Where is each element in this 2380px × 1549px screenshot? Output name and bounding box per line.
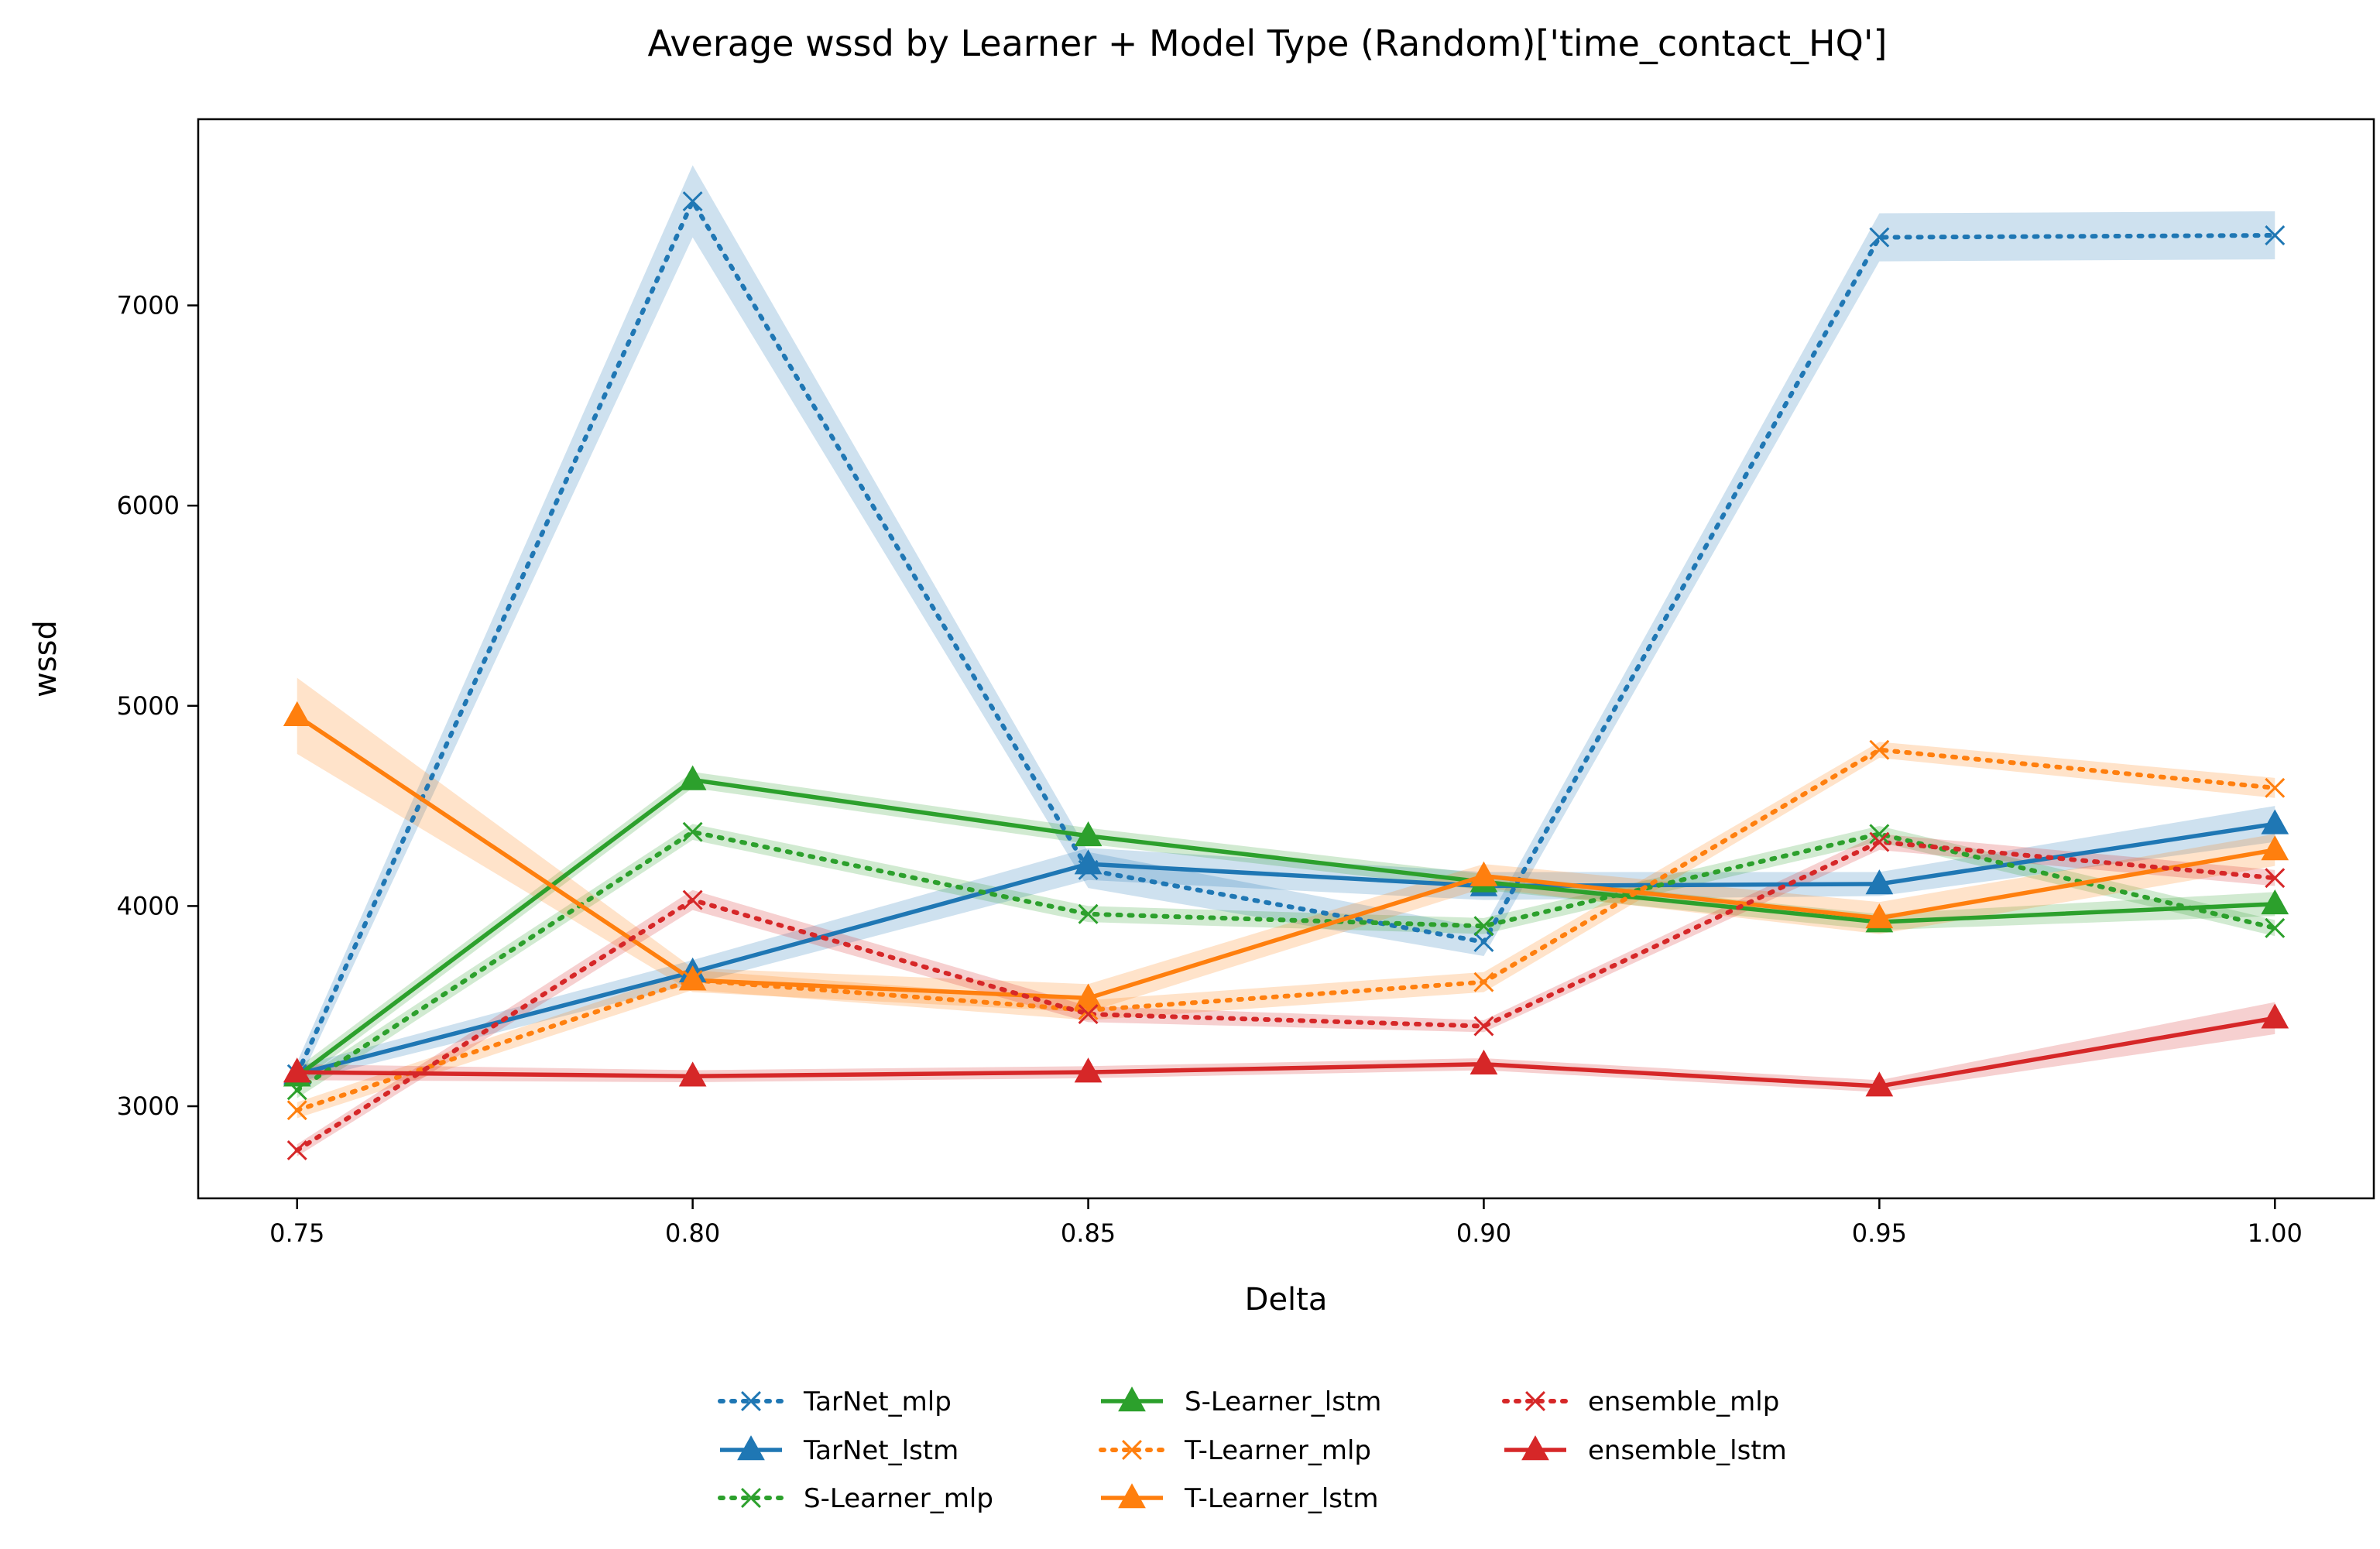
point-tarnet-mlp-5 — [2265, 225, 2286, 245]
point-tarnet-lstm-5 — [2261, 809, 2289, 834]
x-tick-label: 0.95 — [1852, 1218, 1907, 1248]
point-t-learner-lstm-2 — [1074, 983, 1103, 1009]
band-t-learner-lstm — [297, 677, 2275, 1013]
x-tick-label: 0.85 — [1061, 1218, 1116, 1248]
point-ensemble-mlp-2 — [1078, 1004, 1099, 1025]
point-tarnet-mlp-3 — [1473, 931, 1494, 952]
x-axis-ticks: 0.75 0.80 0.85 0.90 0.95 1.00 — [269, 1198, 2303, 1248]
y-tick-label: 3000 — [117, 1091, 180, 1121]
point-ensemble-lstm-3 — [1469, 1049, 1498, 1074]
series-line-s-learner-lstm — [296, 777, 2275, 1078]
legend-label-t-learner-mlp: T-Learner_mlp — [1184, 1435, 1371, 1466]
series-lines — [294, 199, 2278, 1153]
series-line-tarnet-lstm — [297, 821, 2275, 1077]
y-tick-label: 5000 — [117, 691, 180, 721]
y-tick-label: 7000 — [117, 291, 180, 320]
point-ensemble-mlp-5 — [2265, 868, 2286, 889]
legend-item-t-learner-mlp: T-Learner_mlp — [1099, 1435, 1371, 1466]
series-line-t-learner-mlp — [294, 747, 2278, 1113]
series-line-ensemble-lstm — [297, 1016, 2275, 1088]
legend-marker-t-learner-mlp — [1122, 1440, 1142, 1460]
point-s-learner-lstm-1 — [678, 765, 707, 790]
point-s-learner-mlp-2 — [1078, 903, 1099, 924]
point-t-learner-lstm-1 — [678, 965, 707, 991]
series-line-t-learner-lstm — [296, 714, 2275, 1001]
point-tarnet-mlp-1 — [682, 191, 703, 211]
x-tick-label: 0.80 — [665, 1218, 720, 1248]
legend-label-tarnet-lstm: TarNet_lstm — [803, 1435, 959, 1466]
y-axis-ticks: 3000 4000 5000 6000 7000 — [117, 291, 198, 1121]
point-s-learner-mlp-4 — [1869, 824, 1890, 845]
x-tick-label: 0.75 — [269, 1218, 324, 1248]
legend-item-tarnet-mlp: TarNet_mlp — [718, 1386, 952, 1417]
point-t-learner-lstm-4 — [1865, 903, 1894, 929]
legend-item-s-learner-lstm: S-Learner_lstm — [1101, 1386, 1381, 1417]
point-tarnet-lstm-4 — [1865, 869, 1894, 895]
legend-label-tarnet-mlp: TarNet_mlp — [803, 1386, 952, 1417]
point-s-learner-mlp-1 — [682, 821, 703, 842]
band-tarnet-mlp — [297, 165, 2275, 1087]
series-markers — [283, 191, 2289, 1160]
legend-label-s-learner-lstm: S-Learner_lstm — [1185, 1386, 1381, 1417]
legend-label-t-learner-lstm: T-Learner_lstm — [1184, 1483, 1378, 1514]
legend-marker-t-learner-lstm — [1118, 1483, 1146, 1509]
point-ensemble-mlp-0 — [286, 1139, 307, 1160]
point-t-learner-mlp-5 — [2265, 777, 2286, 798]
point-ensemble-lstm-1 — [678, 1061, 707, 1087]
chart-title: Average wssd by Learner + Model Type (Ra… — [648, 22, 1888, 64]
point-s-learner-lstm-2 — [1074, 821, 1103, 847]
legend-label-ensemble-lstm: ensemble_lstm — [1588, 1435, 1787, 1466]
point-ensemble-mlp-3 — [1473, 1016, 1494, 1037]
point-ensemble-mlp-4 — [1869, 831, 1890, 852]
point-s-learner-mlp-3 — [1473, 916, 1494, 937]
legend-marker-tarnet-mlp — [741, 1391, 761, 1411]
legend-item-t-learner-lstm: T-Learner_lstm — [1101, 1483, 1378, 1514]
point-t-learner-mlp-0 — [286, 1100, 307, 1121]
point-ensemble-lstm-2 — [1074, 1057, 1103, 1083]
point-ensemble-mlp-1 — [682, 889, 703, 910]
point-ensemble-lstm-5 — [2261, 1003, 2289, 1029]
confidence-bands — [297, 165, 2275, 1157]
legend-marker-s-learner-mlp — [741, 1488, 761, 1508]
point-s-learner-lstm-5 — [2261, 889, 2289, 915]
legend-marker-ensemble-lstm — [1521, 1435, 1549, 1461]
x-axis-label: Delta — [1245, 1282, 1328, 1318]
point-ensemble-lstm-0 — [283, 1057, 311, 1083]
point-t-learner-mlp-4 — [1869, 739, 1890, 760]
series-line-tarnet-mlp — [294, 199, 2278, 1077]
band-tarnet-lstm — [297, 806, 2275, 1082]
legend-item-ensemble-mlp: ensemble_mlp — [1502, 1386, 1779, 1417]
legend-marker-s-learner-lstm — [1118, 1386, 1146, 1412]
point-t-learner-lstm-0 — [283, 701, 311, 726]
point-ensemble-lstm-4 — [1865, 1071, 1894, 1097]
point-tarnet-mlp-4 — [1869, 227, 1890, 248]
point-t-learner-lstm-5 — [2261, 835, 2289, 861]
series-line-ensemble-mlp — [294, 839, 2278, 1153]
x-tick-label: 0.90 — [1456, 1218, 1511, 1248]
y-axis-label: wssd — [28, 620, 63, 697]
legend-marker-ensemble-mlp — [1525, 1391, 1545, 1411]
plot-frame — [197, 118, 2375, 1200]
band-ensemble-lstm — [297, 1002, 2275, 1092]
legend-label-ensemble-mlp: ensemble_mlp — [1588, 1386, 1779, 1417]
y-tick-label: 4000 — [117, 891, 180, 920]
legend-item-s-learner-mlp: S-Learner_mlp — [718, 1483, 993, 1514]
legend: TarNet_mlp TarNet_lstm S-Learner_mlp S-Lear… — [718, 1386, 1787, 1514]
band-ensemble-mlp — [297, 834, 2275, 1157]
point-s-learner-mlp-5 — [2265, 917, 2286, 938]
point-t-learner-mlp-3 — [1473, 972, 1494, 992]
legend-item-ensemble-lstm: ensemble_lstm — [1504, 1435, 1787, 1466]
legend-marker-tarnet-lstm — [737, 1435, 765, 1461]
x-tick-label: 1.00 — [2248, 1218, 2303, 1248]
legend-label-s-learner-mlp: S-Learner_mlp — [804, 1483, 993, 1514]
point-tarnet-lstm-2 — [1074, 849, 1103, 875]
legend-item-tarnet-lstm: TarNet_lstm — [720, 1435, 959, 1466]
point-t-learner-lstm-3 — [1469, 861, 1498, 886]
y-tick-label: 6000 — [117, 491, 180, 520]
